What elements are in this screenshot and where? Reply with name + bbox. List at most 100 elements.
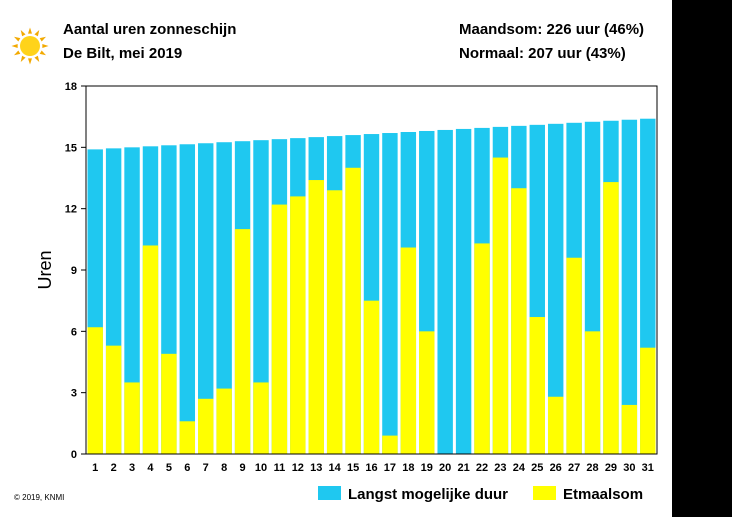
bar-max-duration xyxy=(253,140,269,454)
sun-ray xyxy=(20,29,26,37)
normal-total: Normaal: 207 uur (43%) xyxy=(459,45,626,62)
bar-etmaalsom xyxy=(179,421,196,454)
chart-title: Aantal uren zonneschijn xyxy=(63,21,237,38)
x-tick-label: 16 xyxy=(365,462,377,474)
bar-max-duration xyxy=(124,147,140,455)
sun-core xyxy=(20,36,40,56)
bar-max-duration xyxy=(437,129,453,454)
sun-ray xyxy=(28,58,32,65)
bar-etmaalsom xyxy=(124,382,140,454)
bar-max-duration xyxy=(198,143,214,454)
bar-etmaalsom xyxy=(234,229,251,454)
x-tick-label: 23 xyxy=(494,462,506,474)
bar-etmaalsom xyxy=(105,345,122,454)
x-tick-label: 28 xyxy=(586,462,598,474)
sun-icon xyxy=(11,27,49,65)
x-tick-label: 14 xyxy=(329,462,342,474)
sun-ray xyxy=(13,50,21,56)
x-tick-label: 19 xyxy=(421,462,433,474)
legend-swatch-max-duration xyxy=(318,486,341,500)
x-tick-label: 1 xyxy=(92,462,98,474)
chart-frame: Aantal uren zonneschijn De Bilt, mei 201… xyxy=(0,0,672,517)
bar-etmaalsom xyxy=(198,398,214,454)
y-axis-label: Uren xyxy=(35,250,55,289)
bar-etmaalsom xyxy=(363,300,380,454)
x-tick-label: 30 xyxy=(623,462,635,474)
bar-etmaalsom xyxy=(271,204,288,454)
sun-ray xyxy=(34,55,40,63)
x-tick-label: 8 xyxy=(221,462,227,474)
sun-ray xyxy=(39,36,47,42)
bar-etmaalsom xyxy=(382,435,398,454)
bar-max-duration xyxy=(382,133,398,454)
y-tick-label: 12 xyxy=(65,204,77,216)
x-tick-label: 29 xyxy=(605,462,617,474)
x-tick-label: 31 xyxy=(642,462,654,474)
x-tick-label: 12 xyxy=(292,462,304,474)
bar-etmaalsom xyxy=(584,331,601,454)
sun-rays xyxy=(11,27,49,65)
copyright-notice: © 2019, KNMI xyxy=(14,493,64,502)
x-tick-label: 21 xyxy=(457,462,469,474)
bar-etmaalsom xyxy=(400,247,417,454)
bar-etmaalsom xyxy=(308,180,324,455)
x-tick-label: 26 xyxy=(550,462,562,474)
x-tick-label: 20 xyxy=(439,462,451,474)
sun-ray xyxy=(11,44,18,48)
sun-ray xyxy=(20,55,26,63)
chart: 1 2 3 4 5 6 7 8 9 10 11 12 13 14 15 16 17 18 19 20 21 22 23 24 2… xyxy=(14,81,658,503)
x-tick-label: 7 xyxy=(203,462,209,474)
sun-ray xyxy=(13,36,21,42)
legend-label-max-duration: Langst mogelijke duur xyxy=(348,486,508,503)
y-tick-label: 18 xyxy=(65,81,77,93)
x-tick-label: 18 xyxy=(402,462,414,474)
sun-ray xyxy=(34,29,40,37)
bar-etmaalsom xyxy=(290,196,306,454)
x-tick-label: 4 xyxy=(147,462,154,474)
bar-etmaalsom xyxy=(529,317,545,454)
bar-etmaalsom xyxy=(142,245,159,454)
bar-max-duration xyxy=(216,142,232,454)
y-tick-label: 6 xyxy=(71,326,77,338)
x-tick-label: 22 xyxy=(476,462,488,474)
x-tick-label: 25 xyxy=(531,462,543,474)
x-tick-label: 5 xyxy=(166,462,172,474)
bar-etmaalsom xyxy=(621,404,638,454)
bar-max-duration xyxy=(621,119,638,454)
bar-etmaalsom xyxy=(253,382,269,454)
bar-etmaalsom xyxy=(640,347,656,454)
bar-etmaalsom xyxy=(566,257,582,454)
x-tick-label: 2 xyxy=(111,462,117,474)
sun-ray xyxy=(39,50,47,56)
legend-swatch-etmaalsom xyxy=(533,486,556,500)
x-tick-label: 15 xyxy=(347,462,359,474)
x-tick-label: 24 xyxy=(513,462,526,474)
x-tick-label: 17 xyxy=(384,462,396,474)
bar-etmaalsom xyxy=(326,190,343,454)
bar-etmaalsom xyxy=(474,243,490,454)
bar-max-duration xyxy=(547,123,564,455)
legend-label-etmaalsom: Etmaalsom xyxy=(563,486,643,503)
y-tick-label: 3 xyxy=(71,388,77,400)
bar-max-duration xyxy=(179,144,196,454)
x-tick-label: 11 xyxy=(274,462,286,474)
bar-max-duration xyxy=(455,128,472,454)
y-tick-label: 9 xyxy=(71,265,77,277)
x-tick-label: 9 xyxy=(240,462,246,474)
y-tick-label: 0 xyxy=(71,449,77,461)
x-tick-label: 27 xyxy=(568,462,580,474)
sun-ray xyxy=(42,44,49,48)
bar-etmaalsom xyxy=(492,157,509,455)
bar-etmaalsom xyxy=(87,327,103,454)
chart-subtitle: De Bilt, mei 2019 xyxy=(63,45,183,62)
bar-etmaalsom xyxy=(511,188,527,454)
bar-etmaalsom xyxy=(603,182,619,455)
sun-ray xyxy=(28,27,32,34)
bar-etmaalsom xyxy=(161,353,177,454)
bar-etmaalsom xyxy=(345,167,361,454)
y-tick-label: 15 xyxy=(65,142,77,154)
bar-etmaalsom xyxy=(216,388,232,454)
bar-etmaalsom xyxy=(547,396,564,454)
bar-etmaalsom xyxy=(419,331,435,454)
x-tick-label: 3 xyxy=(129,462,135,474)
